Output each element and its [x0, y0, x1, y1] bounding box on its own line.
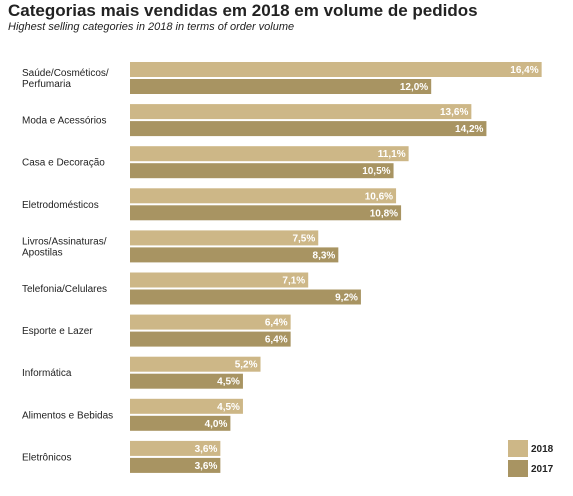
bar-2017 — [130, 121, 487, 137]
category-label: Saúde/Cosméticos/ — [22, 68, 109, 79]
bar-value-label: 9,2% — [335, 293, 358, 304]
category-label: Eletrônicos — [22, 452, 71, 463]
bar-2018 — [130, 62, 542, 77]
bar-2018 — [130, 314, 291, 330]
category-label: Perfumaria — [22, 79, 71, 90]
bar-value-label: 6,4% — [265, 318, 288, 329]
category-label: Alimentos e Bebidas — [22, 410, 113, 421]
legend-swatch-2018 — [508, 440, 528, 457]
category-label: Informática — [22, 368, 72, 379]
bar-2018 — [130, 356, 261, 372]
bar-value-label: 4,5% — [217, 402, 240, 413]
bar-2017 — [130, 415, 231, 431]
legend-label-2017: 2017 — [531, 464, 554, 475]
bar-value-label: 5,2% — [235, 360, 258, 371]
bar-2018 — [130, 188, 397, 204]
bar-2018 — [130, 230, 319, 246]
bar-2018 — [130, 146, 409, 162]
bar-2018 — [130, 398, 243, 414]
bar-2017 — [130, 289, 361, 305]
chart-title: Categorias mais vendidas em 2018 em volu… — [8, 1, 478, 20]
bar-2017 — [130, 79, 432, 94]
bar-value-label: 12,0% — [400, 82, 428, 93]
bar-2018 — [130, 104, 472, 120]
bar-value-label: 4,5% — [217, 377, 240, 388]
category-label: Eletrodomésticos — [22, 200, 99, 211]
bar-value-label: 3,6% — [195, 461, 218, 472]
bar-value-label: 10,6% — [365, 191, 393, 202]
bar-value-label: 3,6% — [195, 444, 218, 455]
bar-value-label: 6,4% — [265, 335, 288, 346]
bar-value-label: 7,1% — [282, 276, 305, 287]
category-label: Esporte e Lazer — [22, 326, 93, 337]
bar-2017 — [130, 373, 243, 389]
bar-2017 — [130, 331, 291, 347]
category-label: Casa e Decoração — [22, 158, 105, 169]
bar-value-label: 16,4% — [510, 65, 538, 76]
bar-value-label: 10,5% — [362, 166, 390, 177]
category-label: Apostilas — [22, 247, 63, 258]
bar-2017 — [130, 457, 221, 473]
bar-2018 — [130, 440, 221, 456]
bar-2017 — [130, 163, 394, 179]
bar-value-label: 10,8% — [370, 208, 398, 219]
legend-swatch-2017 — [508, 460, 528, 477]
bar-value-label: 4,0% — [205, 419, 228, 430]
chart-subtitle: Highest selling categories in 2018 in te… — [8, 21, 295, 33]
bar-value-label: 13,6% — [440, 107, 468, 118]
category-label: Telefonia/Celulares — [22, 284, 107, 295]
bar-value-label: 7,5% — [292, 233, 315, 244]
bar-2017 — [130, 205, 402, 221]
category-label: Livros/Assinaturas/ — [22, 236, 107, 247]
category-label: Moda e Acessórios — [22, 116, 107, 127]
bar-value-label: 14,2% — [455, 124, 483, 135]
bar-2018 — [130, 272, 309, 288]
legend-label-2018: 2018 — [531, 444, 554, 455]
bar-value-label: 8,3% — [313, 250, 336, 261]
bar-2017 — [130, 247, 339, 263]
bar-value-label: 11,1% — [378, 149, 406, 160]
